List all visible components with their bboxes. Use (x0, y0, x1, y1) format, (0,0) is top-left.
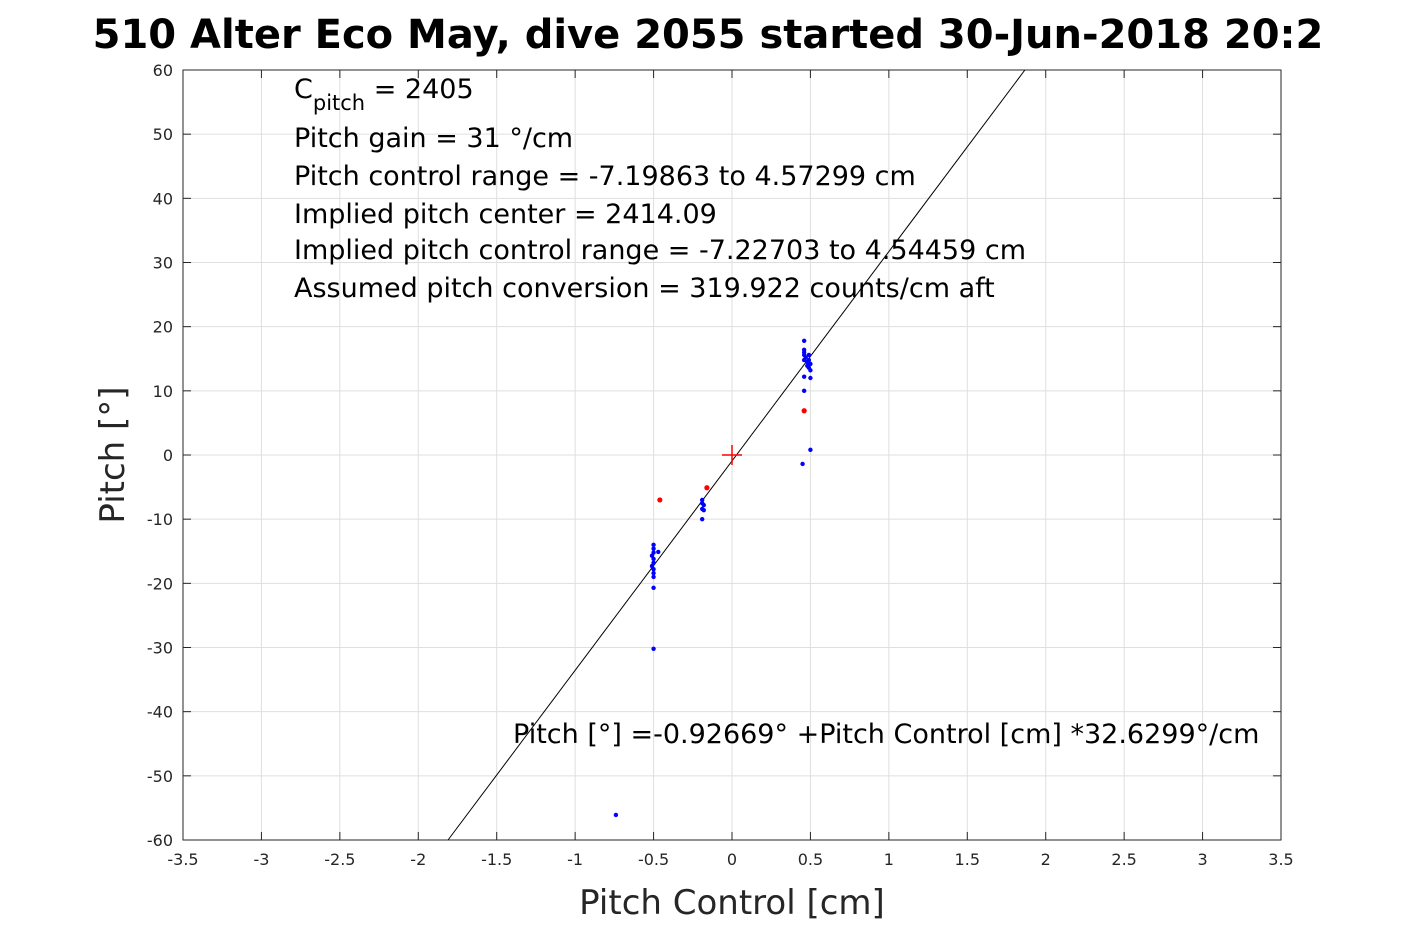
y-axis-label: Pitch [°] (93, 386, 133, 523)
data-point (808, 368, 813, 373)
x-tick-label: -2.5 (324, 850, 355, 869)
data-point (805, 363, 810, 369)
data-point (613, 812, 619, 818)
data-point (656, 549, 661, 555)
center-plus-marker (722, 445, 742, 465)
x-tick-label: -3 (253, 850, 269, 869)
x-tick-label: -1.5 (481, 850, 512, 869)
fit-equation: Pitch [°] =-0.92669° +Pitch Control [cm]… (513, 719, 1259, 750)
annotation-implied-range: Implied pitch control range = -7.22703 t… (294, 235, 1026, 266)
x-axis-ticks: -3.5 -3 -2.5 -2 -1.5 -1 -0.5 0 0.5 1 1.5 2 2.5 3 3.5 (167, 70, 1294, 869)
data-point (651, 646, 656, 651)
y-tick-label: 10 (153, 382, 173, 401)
data-point (651, 570, 656, 576)
y-tick-label: -10 (147, 510, 173, 529)
x-axis-label: Pitch Control [cm] (579, 883, 885, 923)
y-tick-label: 30 (153, 254, 173, 273)
data-point (806, 352, 812, 358)
x-tick-label: 0.5 (798, 850, 823, 869)
data-point (801, 338, 807, 343)
x-tick-label: -1 (567, 850, 583, 869)
annotation-c-pitch: Cpitch = 2405 (294, 74, 474, 115)
data-point (801, 408, 807, 414)
data-point (651, 585, 656, 591)
annotation-pitch-control-range: Pitch control range = -7.19863 to 4.5729… (294, 161, 916, 192)
data-point (651, 574, 656, 580)
data-point (806, 357, 812, 363)
annotation-pitch-gain: Pitch gain = 31 °/cm (294, 123, 573, 154)
y-tick-label: -40 (147, 703, 173, 722)
x-tick-label: -3.5 (167, 850, 198, 869)
data-point (651, 542, 656, 548)
annotation-implied-pitch-center: Implied pitch center = 2414.09 (294, 199, 717, 230)
y-tick-label: 0 (163, 446, 173, 465)
data-point (651, 556, 656, 562)
c-pitch-label: C (294, 74, 313, 105)
x-tick-label: 2 (1041, 850, 1051, 869)
annotation-pitch-conversion: Assumed pitch conversion = 319.922 count… (294, 273, 995, 304)
y-tick-label: -20 (147, 574, 173, 593)
data-point (800, 461, 805, 467)
data-point (651, 567, 656, 572)
data-point (701, 507, 706, 513)
data-point (651, 546, 656, 551)
x-tick-label: 0 (727, 850, 737, 869)
data-point (657, 497, 663, 503)
y-tick-label: 40 (153, 189, 173, 208)
data-marks (447, 69, 1026, 841)
data-point (808, 447, 813, 453)
y-tick-label: 60 (153, 61, 173, 80)
y-tick-label: 20 (153, 318, 173, 337)
y-tick-label: -50 (147, 767, 173, 786)
c-pitch-value: = 2405 (365, 74, 474, 105)
x-tick-label: 3 (1197, 850, 1207, 869)
y-axis-ticks: -60 -50 -40 -30 -20 -10 0 10 20 30 40 50 60 (147, 61, 1281, 850)
x-tick-label: 2.5 (1111, 850, 1136, 869)
y-tick-label: -60 (147, 831, 173, 850)
y-tick-label: -30 (147, 639, 173, 658)
data-point (801, 374, 807, 379)
y-tick-label: 50 (153, 125, 173, 144)
data-point (699, 497, 705, 503)
c-pitch-subscript: pitch (313, 91, 365, 115)
data-point (704, 485, 710, 491)
x-tick-label: -0.5 (638, 850, 669, 869)
grid (182, 69, 1282, 841)
x-tick-label: 1 (884, 850, 894, 869)
chart-title: 510 Alter Eco May, dive 2055 started 30-… (93, 12, 1324, 58)
data-point (701, 502, 706, 508)
data-point (699, 516, 705, 522)
data-point (801, 388, 807, 394)
data-point (808, 375, 813, 381)
x-tick-label: -2 (410, 850, 426, 869)
x-tick-label: 1.5 (955, 850, 980, 869)
x-tick-label: 3.5 (1268, 850, 1293, 869)
